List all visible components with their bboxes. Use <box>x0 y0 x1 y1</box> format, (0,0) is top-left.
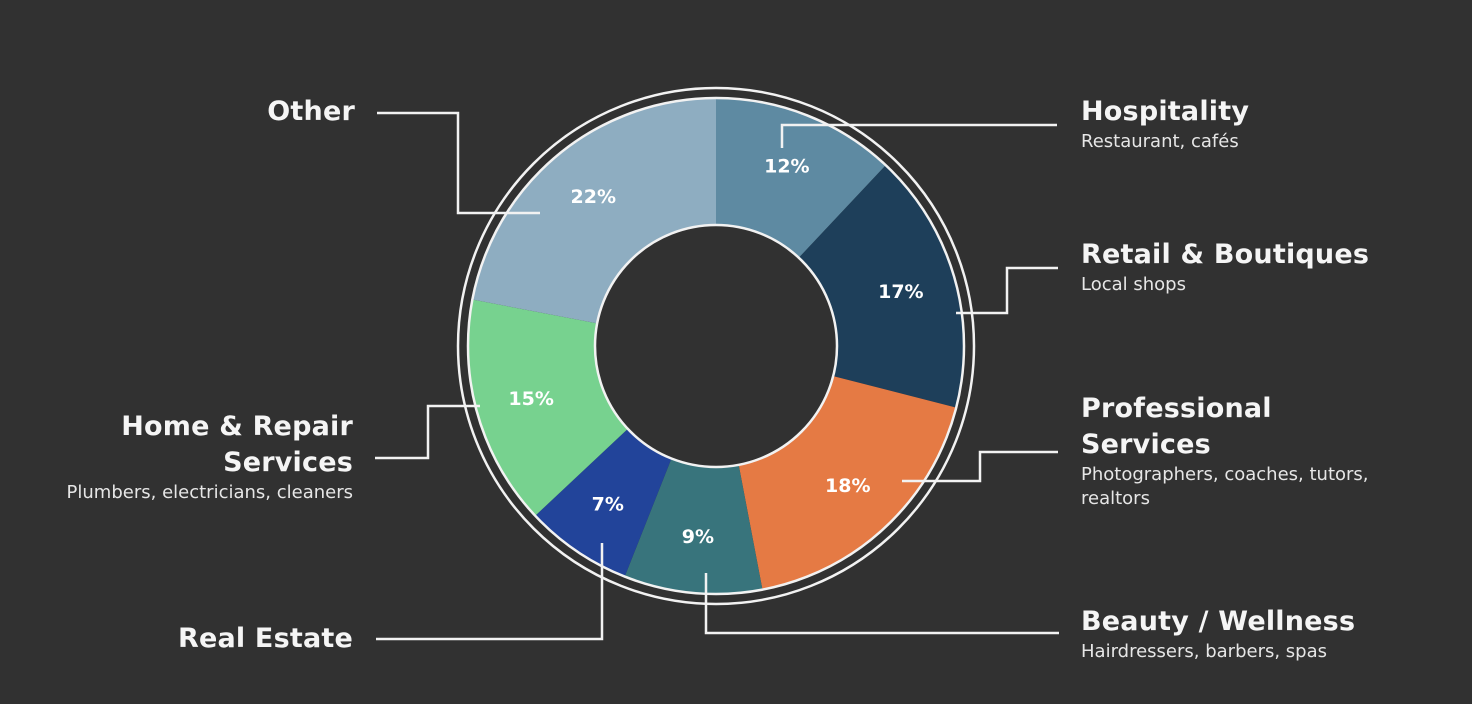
label-title-line2: Services <box>1081 429 1211 460</box>
label-beauty: Beauty / Wellness Hairdressers, barbers,… <box>1081 604 1355 664</box>
percentage-labels: 12% 17% 18% 9% 7% 15% 22% <box>508 156 923 549</box>
slice-percentage-label: 7% <box>592 494 624 516</box>
leader-line-home-repair <box>375 404 480 460</box>
label-description-line2: realtors <box>1081 488 1150 509</box>
leader-line-professional <box>902 450 1058 483</box>
slice-real-estate <box>535 428 672 577</box>
label-description: Local shops <box>1081 274 1186 295</box>
label-professional: Professional Services Photographers, coa… <box>1081 391 1369 511</box>
slice-beauty-wellness <box>624 458 763 594</box>
slice-hospitality <box>716 98 886 258</box>
label-other: Other <box>267 94 355 130</box>
label-title: Real Estate <box>177 623 353 654</box>
leader-line-hospitality <box>780 123 1057 148</box>
label-description: Hairdressers, barbers, spas <box>1081 641 1327 662</box>
inner-ring <box>466 96 966 596</box>
donut-hole <box>593 223 839 469</box>
outer-ring <box>456 86 976 606</box>
slice-percentage-label: 15% <box>508 388 553 410</box>
slice-percentage-label: 22% <box>571 186 616 208</box>
donut-slices <box>467 98 964 594</box>
leader-line-other <box>377 111 540 215</box>
slice-home-repair-services <box>467 299 628 516</box>
label-title: Beauty / Wellness <box>1081 606 1356 637</box>
label-real-estate: Real Estate <box>178 621 353 657</box>
label-title-line1: Professional <box>1081 393 1272 424</box>
label-title: Retail & Boutiques <box>1081 239 1370 270</box>
label-hospitality: Hospitality Restaurant, cafés <box>1081 94 1249 154</box>
label-description: Restaurant, cafés <box>1081 131 1239 152</box>
slice-percentage-label: 9% <box>682 526 714 548</box>
slice-other <box>472 98 716 324</box>
slice-percentage-label: 12% <box>764 156 809 178</box>
slice-percentage-label: 17% <box>878 281 923 303</box>
label-title: Hospitality <box>1081 96 1250 127</box>
slice-percentage-label: 18% <box>825 475 870 497</box>
label-title: Other <box>267 96 355 127</box>
slice-retail-boutiques <box>798 165 964 408</box>
leader-line-real-estate <box>376 543 604 641</box>
leader-line-beauty <box>704 573 1059 635</box>
leader-lines <box>375 111 1059 641</box>
label-title-line2: Services <box>223 447 353 478</box>
leader-line-retail <box>956 266 1058 315</box>
slice-professional-services <box>738 376 957 590</box>
label-retail: Retail & Boutiques Local shops <box>1081 237 1369 297</box>
label-home-repair: Home & Repair Services Plumbers, electri… <box>67 409 353 505</box>
label-description: Plumbers, electricians, cleaners <box>66 482 353 503</box>
label-description-line1: Photographers, coaches, tutors, <box>1081 464 1369 485</box>
label-title-line1: Home & Repair <box>121 411 353 442</box>
